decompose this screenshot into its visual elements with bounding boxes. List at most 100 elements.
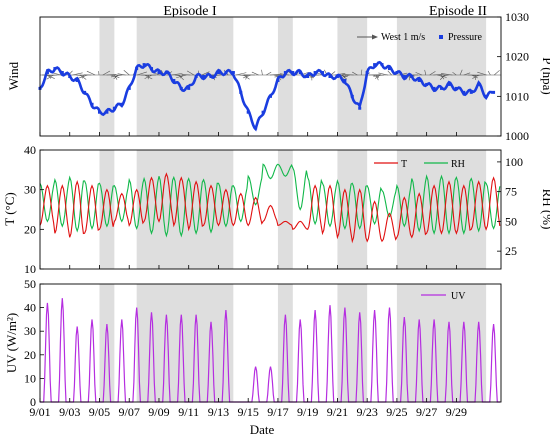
- pressure-point: [68, 75, 72, 78]
- pressure-point: [216, 71, 220, 75]
- wind-vector: [106, 74, 117, 76]
- y-tick-label-right: 25: [505, 244, 517, 258]
- pressure-point: [75, 78, 79, 82]
- wind-vector: [378, 72, 388, 76]
- humidity-legend-label: RH: [451, 159, 465, 170]
- shaded-period: [277, 284, 293, 402]
- x-axis-label: Date: [250, 422, 275, 437]
- y-tick-label-left: 10: [24, 262, 36, 276]
- uv-legend-label: UV: [451, 291, 466, 302]
- shaded-period: [99, 150, 115, 269]
- pressure-point: [328, 75, 332, 78]
- pressure-point: [120, 102, 124, 106]
- pressure-point: [142, 63, 146, 67]
- wind-vector: [494, 70, 500, 76]
- pressure-point: [343, 78, 347, 82]
- pressure-point: [105, 110, 109, 114]
- pressure-point: [492, 90, 496, 94]
- wind-vector: [111, 74, 122, 78]
- pressure-point: [298, 71, 302, 75]
- y-tick-label-right: 50: [505, 214, 517, 228]
- y-tick-label-right: 75: [505, 185, 517, 199]
- wind-vector: [415, 72, 423, 76]
- wind-vector: [86, 70, 96, 76]
- temperature-humidity-panel: 10 20 30 40 25 50 75 100 T (°C) RH (%) T RH: [2, 143, 550, 276]
- y-tick-label-left: 10: [24, 371, 36, 385]
- pressure-point: [462, 90, 466, 94]
- legend: West 1 m/s Pressure: [357, 32, 482, 43]
- pressure-point: [135, 67, 139, 71]
- pressure-point: [269, 94, 272, 98]
- wind-vector: [352, 71, 358, 76]
- wind-vector: [72, 72, 83, 76]
- shaded-periods: [99, 17, 487, 136]
- wind-vector: [245, 74, 248, 80]
- wind-vector: [433, 73, 444, 76]
- wind-vector: [47, 74, 58, 77]
- y-tick-label-left: 20: [24, 222, 36, 236]
- legend: UV: [421, 291, 466, 302]
- pressure-point: [306, 75, 310, 78]
- wind-vector: [123, 70, 130, 76]
- pressure-point: [395, 71, 399, 75]
- shaded-period: [136, 17, 234, 136]
- wind-vector: [242, 74, 252, 79]
- wind-legend-label: West 1 m/s: [381, 32, 425, 43]
- pressure-point: [365, 71, 369, 75]
- wind-vector: [186, 70, 195, 76]
- wind-vector: [440, 73, 453, 76]
- y-axis-label-right: RH (%): [540, 189, 550, 230]
- y-tick-label-left: 0: [30, 395, 36, 409]
- shaded-period: [277, 150, 293, 269]
- wind-legend-arrowhead: [372, 34, 378, 40]
- pressure-point: [440, 86, 444, 90]
- wind-vector: [463, 72, 471, 76]
- x-tick-label: 9/17: [267, 405, 288, 419]
- pressure-legend-marker: [439, 35, 443, 39]
- x-tick-label: 9/01: [29, 405, 50, 419]
- pressure-point: [60, 71, 64, 75]
- pressure-point: [425, 82, 429, 86]
- wind-vector: [471, 74, 478, 79]
- wind-vector: [341, 74, 350, 78]
- pressure-point: [410, 75, 414, 78]
- pressure-point: [469, 90, 473, 94]
- wind-vector: [452, 71, 457, 76]
- wind-vector: [477, 71, 487, 76]
- pressure-point: [291, 71, 295, 75]
- shaded-period: [337, 150, 368, 269]
- wind-vector: [472, 74, 483, 76]
- pressure-point: [246, 110, 250, 114]
- wind-vector: [201, 71, 210, 76]
- wind-vector: [459, 69, 463, 76]
- pressure-point: [231, 71, 235, 75]
- pressure-point: [164, 71, 168, 75]
- y-tick-label-left: 40: [24, 143, 36, 157]
- y-tick-label-left: 20: [24, 348, 36, 362]
- axis-ticks: 0 10 20 30 40 50: [24, 277, 44, 409]
- pressure-point: [373, 63, 377, 67]
- wind-vector: [387, 70, 392, 76]
- x-tick-label: 9/07: [119, 405, 140, 419]
- shaded-periods: [99, 284, 487, 402]
- plot-frame: [39, 149, 502, 270]
- wind-vector: [102, 70, 111, 76]
- wind-vector: [181, 73, 191, 76]
- y-tick-label-right: 1020: [505, 50, 529, 64]
- episode-label: Episode II: [429, 4, 487, 19]
- pressure-point: [432, 86, 436, 90]
- shaded-period: [99, 17, 115, 136]
- x-tick-label: 9/19: [297, 405, 318, 419]
- y-tick-label-left: 30: [24, 183, 36, 197]
- humidity-line: [39, 163, 501, 238]
- legend: T RH: [374, 159, 465, 170]
- wind-vector: [342, 74, 347, 80]
- pressure-point: [454, 86, 458, 90]
- x-axis-ticks: 9/01 9/03 9/05 9/07 9/09 9/11 9/13 9/15 9/17 9/19…: [29, 132, 467, 419]
- pressure-point: [112, 106, 116, 110]
- temperature-line: [39, 172, 501, 244]
- temperature-legend-label: T: [401, 159, 407, 170]
- pressure-point: [53, 67, 57, 71]
- wind-vector: [429, 71, 436, 76]
- pressure-point: [283, 71, 287, 75]
